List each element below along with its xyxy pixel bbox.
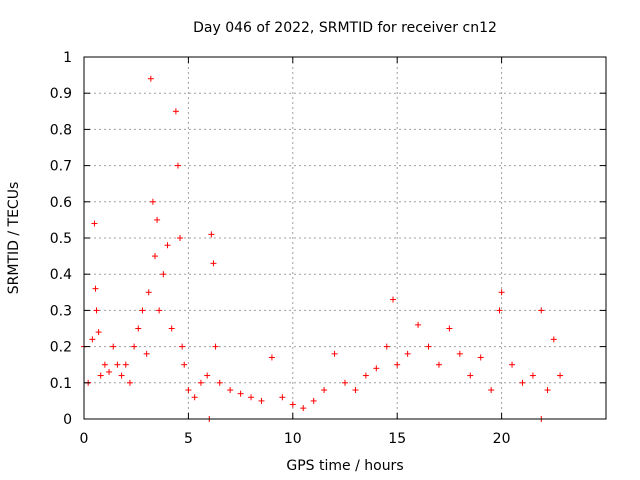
data-point xyxy=(425,343,432,350)
data-point xyxy=(237,390,244,397)
data-point xyxy=(212,343,219,350)
data-point xyxy=(362,372,369,379)
data-point xyxy=(143,350,150,357)
data-point xyxy=(216,379,223,386)
y-tick-label: 0.8 xyxy=(50,122,72,138)
x-axis-label: GPS time / hours xyxy=(286,458,403,474)
data-point xyxy=(467,372,474,379)
data-point xyxy=(488,387,495,394)
data-point xyxy=(92,285,99,292)
data-point xyxy=(149,198,156,205)
data-point xyxy=(197,379,204,386)
data-point xyxy=(147,75,154,82)
y-tick-label: 1 xyxy=(63,50,72,66)
y-tick-label: 0.3 xyxy=(50,303,72,319)
data-point xyxy=(168,325,175,332)
y-tick-label: 0.6 xyxy=(50,195,72,211)
data-point xyxy=(114,361,121,368)
chart-title: Day 046 of 2022, SRMTID for receiver cn1… xyxy=(193,20,497,36)
data-point xyxy=(289,401,296,408)
data-point xyxy=(106,368,113,375)
x-tick-label: 15 xyxy=(388,431,406,447)
x-tick-label: 20 xyxy=(493,431,511,447)
data-point xyxy=(181,361,188,368)
data-point xyxy=(97,372,104,379)
x-tick-label: 5 xyxy=(184,431,193,447)
data-point xyxy=(210,260,217,267)
y-tick-label: 0.1 xyxy=(50,376,72,392)
data-point xyxy=(394,361,401,368)
data-point xyxy=(145,289,152,296)
data-point xyxy=(172,108,179,115)
data-point xyxy=(164,242,171,249)
data-point xyxy=(390,296,397,303)
data-point xyxy=(557,372,564,379)
data-point xyxy=(310,397,317,404)
data-point xyxy=(373,365,380,372)
data-point xyxy=(204,372,211,379)
data-point xyxy=(91,220,98,227)
axis-ticks: 0 5 10 15 20 0 0.1 0.2 0.3 0.4 0.5 0.6 0.7 0.8 0.9 1 xyxy=(50,50,606,447)
data-point xyxy=(110,343,117,350)
data-point xyxy=(435,361,442,368)
data-point xyxy=(509,361,516,368)
data-point xyxy=(529,372,536,379)
data-point xyxy=(498,289,505,296)
data-point xyxy=(258,397,265,404)
data-point xyxy=(227,387,234,394)
data-point xyxy=(268,354,275,361)
y-tick-label: 0.5 xyxy=(50,231,72,247)
data-point xyxy=(101,361,108,368)
data-point xyxy=(544,387,551,394)
data-point xyxy=(154,216,161,223)
data-point xyxy=(156,307,163,314)
data-point xyxy=(477,354,484,361)
data-point xyxy=(321,387,328,394)
data-point xyxy=(191,394,198,401)
data-point xyxy=(89,336,96,343)
data-point xyxy=(139,307,146,314)
data-point xyxy=(550,336,557,343)
y-tick-label: 0.4 xyxy=(50,267,72,283)
y-tick-label: 0.9 xyxy=(50,86,72,102)
y-axis-label: SRMTID / TECUs xyxy=(6,182,22,295)
y-tick-label: 0.7 xyxy=(50,159,72,175)
data-point xyxy=(93,307,100,314)
data-point xyxy=(496,307,503,314)
data-point xyxy=(279,394,286,401)
data-point xyxy=(404,350,411,357)
data-point xyxy=(208,231,215,238)
data-point xyxy=(456,350,463,357)
data-point xyxy=(538,307,545,314)
y-tick-label: 0.2 xyxy=(50,340,72,356)
data-point xyxy=(331,350,338,357)
data-point xyxy=(131,343,138,350)
y-tick-label: 0 xyxy=(63,412,72,428)
data-point xyxy=(126,379,133,386)
data-point xyxy=(352,387,359,394)
data-point xyxy=(179,343,186,350)
data-point xyxy=(446,325,453,332)
data-point xyxy=(300,405,307,412)
data-point xyxy=(342,379,348,386)
data-point xyxy=(174,162,181,169)
data-point xyxy=(185,387,192,394)
x-tick-label: 0 xyxy=(80,431,89,447)
data-point xyxy=(160,271,167,278)
data-point xyxy=(519,379,526,386)
data-point xyxy=(151,253,158,260)
data-point xyxy=(95,329,102,336)
data-point xyxy=(415,321,422,328)
data-point xyxy=(383,343,390,350)
data-point xyxy=(135,325,142,332)
data-point xyxy=(248,394,255,401)
x-tick-label: 10 xyxy=(284,431,302,447)
data-point xyxy=(177,235,184,241)
data-points xyxy=(81,75,564,422)
data-point xyxy=(118,372,125,379)
data-point xyxy=(122,361,129,368)
